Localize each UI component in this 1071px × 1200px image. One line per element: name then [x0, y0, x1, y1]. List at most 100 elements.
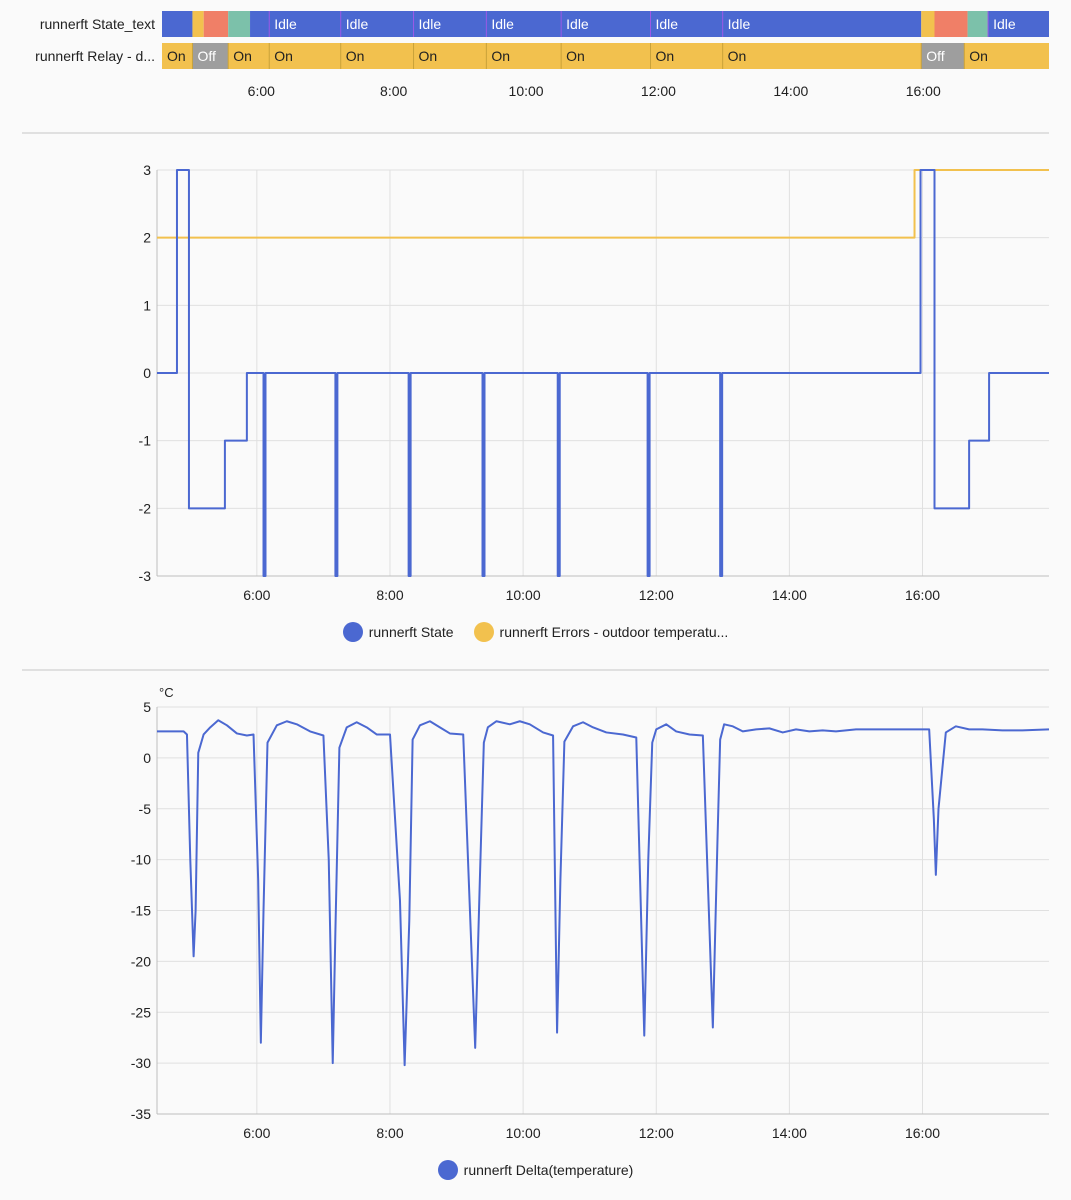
y-tick-label: -3: [139, 568, 152, 584]
timeline-segment: [561, 43, 651, 69]
timeline-segment-label: Idle: [346, 16, 369, 32]
timeline-segment: [228, 11, 251, 37]
timeline-segment: [203, 11, 229, 37]
delta-chart: 5 0 -5 -10 -15 -20 -25 -30 -35 6:00 8:00 10:00 12:00…: [131, 685, 1050, 1141]
timeline-segment: [486, 43, 562, 69]
timeline-tick-label: 8:00: [380, 83, 407, 99]
y-tick-label: -20: [131, 953, 151, 969]
timeline-tick-label: 14:00: [773, 83, 808, 99]
timeline-segment: [340, 43, 414, 69]
y-tick-label: -10: [131, 852, 151, 868]
state-chart: 3 2 1 0 -1 -2 -3 6:00 8:00 10:00 12:00 14:00 16:00: [139, 162, 1049, 603]
timeline-segment: [722, 43, 922, 69]
divider: [22, 669, 1049, 671]
timeline-segment: [250, 11, 270, 37]
y-axis-unit-label: °C: [159, 685, 174, 700]
divider: [22, 132, 1049, 134]
timeline-segment: [921, 43, 965, 69]
y-tick-label: 5: [143, 699, 151, 715]
y-tick-label: 2: [143, 230, 151, 246]
timeline-tick-label: 12:00: [641, 83, 676, 99]
timeline-segment: [934, 11, 968, 37]
timeline-segment: [650, 11, 723, 37]
x-tick-label: 14:00: [772, 587, 807, 603]
timeline-segment: [921, 11, 935, 37]
timeline-segment-label: On: [969, 48, 988, 64]
timeline-segment: [413, 11, 487, 37]
y-tick-label: -1: [139, 433, 152, 449]
timeline-segment: [486, 11, 562, 37]
x-tick-label: 10:00: [506, 1125, 541, 1141]
timeline-segment-label: Idle: [274, 16, 297, 32]
timeline-segment: [228, 43, 270, 69]
timeline-segment-label: On: [491, 48, 510, 64]
state-timeline: runnerft State_text Idle Idle Idle Idle Idle I…: [35, 11, 1049, 99]
timeline-tick-label: 10:00: [509, 83, 544, 99]
y-tick-label: -30: [131, 1055, 151, 1071]
series-line: [157, 169, 1049, 239]
legend-label-state: runnerft State: [368, 624, 454, 640]
timeline-segment-label: On: [656, 48, 675, 64]
timeline-segment: [988, 11, 1049, 37]
timeline-segment: [722, 11, 922, 37]
timeline-segment: [269, 43, 341, 69]
y-tick-label: -35: [131, 1106, 151, 1122]
y-tick-label: -2: [139, 500, 152, 516]
timeline-segment: [162, 43, 193, 69]
series-line: [157, 719, 1050, 1067]
timeline-segment-label: Idle: [566, 16, 589, 32]
timeline-tick-label: 16:00: [906, 83, 941, 99]
timeline-segment-label: On: [167, 48, 186, 64]
y-tick-label: 3: [143, 162, 151, 178]
timeline-segment-label: On: [274, 48, 293, 64]
timeline-segment-label: On: [566, 48, 585, 64]
timeline-segment: [340, 11, 414, 37]
y-tick-label: 0: [143, 750, 151, 766]
y-tick-label: 1: [143, 297, 151, 313]
legend-swatch-delta: [437, 1160, 458, 1180]
timeline-segment: [192, 43, 229, 69]
timeline-segment: [967, 11, 989, 37]
timeline-segment: [964, 43, 1049, 69]
x-tick-label: 12:00: [639, 1125, 674, 1141]
x-tick-label: 6:00: [243, 1125, 270, 1141]
timeline-segment: [269, 11, 341, 37]
timeline-segment-label: On: [728, 48, 747, 64]
legend-swatch-errors: [473, 622, 494, 642]
y-tick-label: -25: [131, 1004, 151, 1020]
timeline-segment-label: Idle: [419, 16, 442, 32]
legend-label-errors: runnerft Errors - outdoor temperatu...: [499, 624, 729, 640]
y-tick-label: 0: [143, 365, 151, 381]
y-tick-label: -15: [131, 903, 151, 919]
timeline-segment-label: Off: [926, 48, 945, 64]
timeline-segment: [650, 43, 723, 69]
x-tick-label: 16:00: [905, 587, 940, 603]
timeline-segment-label: On: [346, 48, 365, 64]
x-tick-label: 8:00: [376, 1125, 403, 1141]
delta-chart-legend: runnerft Delta(temperature): [0, 1160, 1071, 1180]
legend-swatch-state: [342, 622, 363, 642]
x-tick-label: 14:00: [772, 1125, 807, 1141]
timeline-segment-label: Off: [197, 48, 216, 64]
x-tick-label: 12:00: [639, 587, 674, 603]
legend-item-errors[interactable]: runnerft Errors - outdoor temperatu...: [473, 622, 729, 642]
timeline-tick-label: 6:00: [248, 83, 275, 99]
timeline-segment: [413, 43, 487, 69]
timeline-segment-label: Idle: [491, 16, 514, 32]
timeline-segment: [162, 11, 193, 37]
timeline-segment: [561, 11, 651, 37]
timeline-segment-label: On: [233, 48, 252, 64]
timeline-segment-label: Idle: [993, 16, 1016, 32]
legend-item-delta[interactable]: runnerft Delta(temperature): [437, 1160, 634, 1180]
timeline-segment-label: Idle: [728, 16, 751, 32]
x-tick-label: 10:00: [506, 587, 541, 603]
timeline-segment-label: On: [419, 48, 438, 64]
legend-label-delta: runnerft Delta(temperature): [463, 1162, 634, 1178]
timeline-segment: [192, 11, 204, 37]
x-tick-label: 6:00: [243, 587, 270, 603]
timeline-row-label: runnerft Relay - d...: [35, 48, 155, 64]
x-tick-label: 8:00: [376, 587, 403, 603]
legend-item-state[interactable]: runnerft State: [342, 622, 454, 642]
timeline-segment-label: Idle: [656, 16, 679, 32]
y-tick-label: -5: [139, 801, 152, 817]
